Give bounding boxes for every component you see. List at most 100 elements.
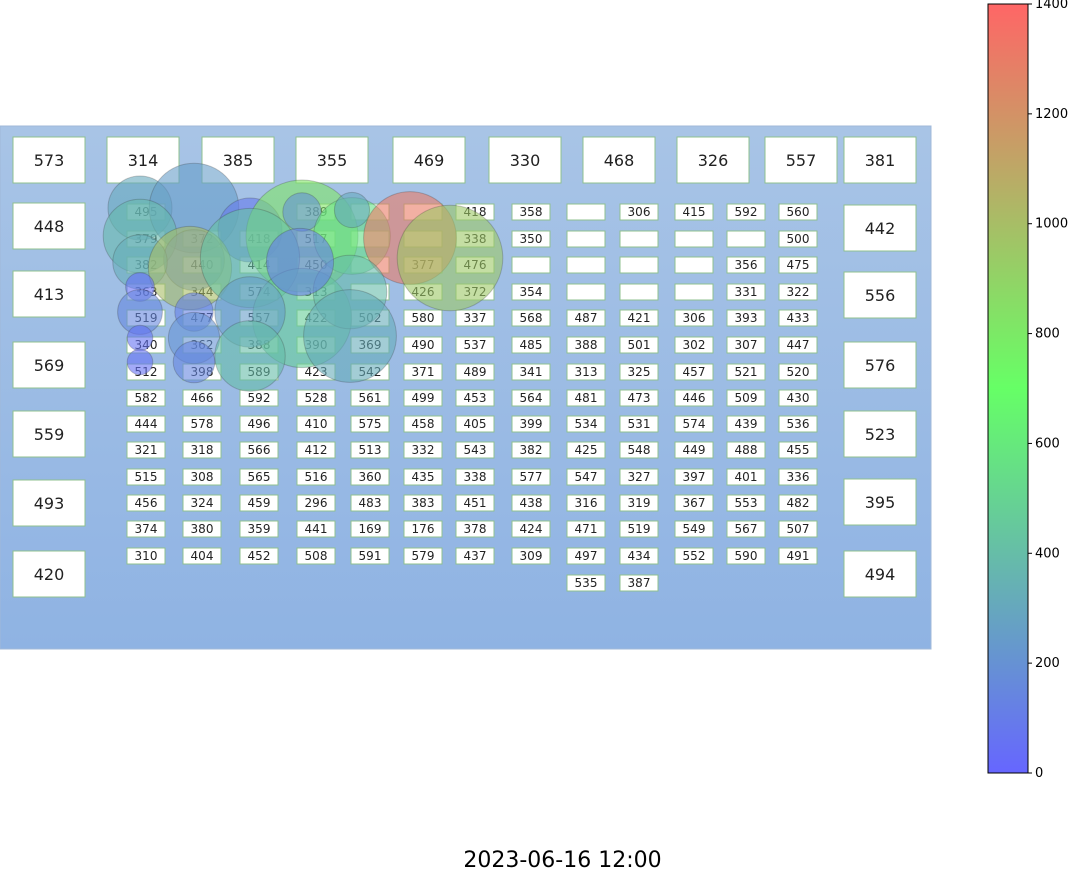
seat-label: 310 (135, 549, 158, 563)
seat-label: 548 (628, 443, 651, 457)
seat-label: 475 (787, 258, 810, 272)
seat-label: 441 (305, 522, 328, 536)
seat-box (455, 363, 495, 381)
seat-label: 535 (575, 576, 598, 590)
seat-box (511, 547, 551, 565)
seat-box (674, 494, 714, 512)
zone-label: 559 (34, 425, 65, 444)
zone-box (843, 204, 917, 252)
seat-box (674, 415, 714, 433)
seat-label: 567 (735, 522, 758, 536)
seat-box (296, 468, 336, 486)
seat-box (778, 283, 818, 301)
seat-label: 382 (520, 443, 543, 457)
seat-box (566, 336, 606, 354)
seat-label: 560 (787, 205, 810, 219)
zone-box (843, 550, 917, 598)
seat-box (403, 468, 443, 486)
zone-label: 420 (34, 565, 65, 584)
seat-label: 358 (520, 205, 543, 219)
seat-label: 425 (575, 443, 598, 457)
seat-label: 415 (683, 205, 706, 219)
seat-label: 485 (520, 338, 543, 352)
seat-label: 491 (787, 549, 810, 563)
seat-box (778, 415, 818, 433)
occupancy-bubble (126, 348, 154, 376)
seat-box (566, 468, 606, 486)
seat-box (511, 309, 551, 327)
seat-box (726, 336, 766, 354)
seat-box (674, 547, 714, 565)
seat-box (126, 441, 166, 459)
seat-box (566, 256, 606, 274)
seat-label: 490 (412, 338, 435, 352)
zone-box (582, 136, 656, 184)
seat-label: 359 (248, 522, 271, 536)
seat-box (566, 389, 606, 407)
seat-box (350, 441, 390, 459)
seat-label: 309 (520, 549, 543, 563)
seat-label: 487 (575, 311, 598, 325)
seat-label: 434 (628, 549, 651, 563)
seat-label: 553 (735, 496, 758, 510)
zone-label: 381 (865, 151, 896, 170)
occupancy-bubble (265, 227, 335, 297)
zone-box (488, 136, 562, 184)
seat-label: 307 (735, 338, 758, 352)
seat-box (726, 309, 766, 327)
seat-box (126, 468, 166, 486)
zone-label: 385 (223, 151, 254, 170)
seat-box (511, 415, 551, 433)
seat-label: 405 (464, 417, 487, 431)
seat-box (726, 468, 766, 486)
zone-box (12, 341, 86, 389)
occupancy-bubble (172, 340, 216, 384)
seat-label: 354 (520, 285, 543, 299)
seat-box (778, 230, 818, 248)
seat-label: 412 (305, 443, 328, 457)
seat-box (403, 520, 443, 538)
seat-box (619, 441, 659, 459)
seat-box (182, 520, 222, 538)
seat-label: 458 (412, 417, 435, 431)
seat-box (619, 547, 659, 565)
seat-box (403, 309, 443, 327)
seat-box (726, 441, 766, 459)
seat-label: 590 (735, 549, 758, 563)
zone-label: 326 (698, 151, 729, 170)
seat-label: 520 (787, 365, 810, 379)
seat-box (778, 468, 818, 486)
seat-box (619, 494, 659, 512)
zone-box (12, 550, 86, 598)
seat-box (126, 494, 166, 512)
seat-box (182, 468, 222, 486)
seat-label: 433 (787, 311, 810, 325)
seat-label: 473 (628, 391, 651, 405)
seat-label: 350 (520, 232, 543, 246)
seat-box (511, 389, 551, 407)
zone-box (12, 479, 86, 527)
zone-box (12, 202, 86, 250)
zone-label: 314 (128, 151, 159, 170)
seat-box (566, 415, 606, 433)
seat-label: 513 (359, 443, 382, 457)
seat-box (566, 547, 606, 565)
seat-box (350, 520, 390, 538)
seat-box (566, 309, 606, 327)
seat-box (296, 520, 336, 538)
zone-box (12, 410, 86, 458)
seat-box (182, 389, 222, 407)
seat-box (403, 441, 443, 459)
seat-box (403, 415, 443, 433)
seat-box (726, 203, 766, 221)
zone-label: 569 (34, 356, 65, 375)
seat-box (619, 468, 659, 486)
seat-label: 306 (628, 205, 651, 219)
seat-label: 537 (464, 338, 487, 352)
seat-label: 337 (464, 311, 487, 325)
seat-box (726, 363, 766, 381)
seat-box (778, 203, 818, 221)
seat-label: 332 (412, 443, 435, 457)
seat-label: 578 (191, 417, 214, 431)
